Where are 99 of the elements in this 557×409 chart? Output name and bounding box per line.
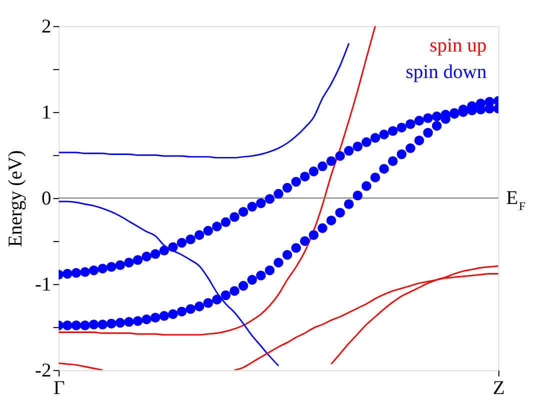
point	[194, 230, 204, 240]
text: spin up	[430, 36, 487, 57]
point	[247, 202, 257, 212]
point	[194, 302, 204, 312]
point	[432, 112, 442, 122]
text: spin down	[406, 62, 487, 83]
point	[406, 143, 416, 154]
point	[396, 122, 407, 132]
point	[352, 190, 363, 200]
point	[124, 317, 134, 327]
point	[150, 249, 160, 259]
point	[220, 217, 231, 228]
y-tick-label: 2	[42, 16, 52, 38]
point	[388, 126, 398, 136]
point	[282, 182, 292, 193]
point	[308, 166, 319, 176]
point	[115, 318, 126, 328]
point	[379, 164, 389, 174]
point	[318, 161, 328, 172]
point	[414, 136, 424, 146]
point	[300, 236, 310, 246]
point	[186, 234, 196, 244]
x-tick-label: Z	[492, 378, 505, 400]
point	[264, 194, 275, 204]
point	[291, 243, 301, 253]
point	[282, 250, 292, 260]
point	[71, 320, 82, 330]
point	[406, 119, 416, 130]
point	[98, 264, 108, 274]
point	[362, 181, 372, 191]
point	[98, 320, 108, 330]
point	[142, 252, 152, 262]
y-tick-label: 0	[42, 188, 52, 210]
point	[484, 96, 494, 107]
point	[423, 128, 433, 138]
point	[238, 280, 248, 291]
point	[300, 172, 310, 182]
point	[308, 230, 319, 240]
point	[432, 120, 442, 131]
point	[132, 255, 143, 265]
point	[159, 311, 170, 321]
point	[335, 208, 345, 218]
point	[256, 198, 266, 208]
point	[230, 212, 240, 222]
point	[203, 298, 214, 308]
line-series	[58, 200, 280, 367]
point	[326, 156, 336, 166]
point	[115, 260, 126, 270]
line-series	[58, 362, 104, 370]
point	[88, 320, 99, 330]
point	[264, 265, 275, 276]
point	[344, 146, 354, 156]
point	[203, 226, 214, 236]
line-series	[58, 42, 350, 158]
y-tick-label: -2	[35, 360, 52, 382]
point	[370, 172, 380, 182]
point	[132, 316, 143, 326]
point	[362, 137, 372, 148]
point	[124, 258, 134, 268]
point	[80, 320, 90, 330]
point	[142, 314, 152, 324]
point	[344, 199, 354, 209]
point	[352, 142, 363, 152]
point	[318, 223, 328, 234]
point	[168, 309, 178, 320]
y-axis-title: Energy (eV)	[5, 150, 26, 247]
point	[71, 268, 82, 278]
point	[370, 133, 380, 143]
point	[396, 149, 407, 160]
x-tick-label: Γ	[53, 378, 65, 400]
y-tick-label: 1	[42, 102, 52, 124]
point	[220, 290, 231, 300]
point	[388, 156, 398, 166]
point	[62, 268, 72, 279]
point	[150, 312, 160, 322]
point	[176, 306, 187, 316]
point	[335, 151, 345, 161]
point	[159, 246, 170, 256]
y-tick-label: -1	[35, 274, 52, 296]
point	[423, 113, 433, 123]
point	[414, 116, 424, 126]
point	[176, 238, 187, 248]
point	[88, 265, 99, 276]
point	[62, 320, 72, 330]
point	[186, 304, 196, 314]
point	[291, 176, 301, 187]
point	[256, 270, 266, 280]
point	[326, 216, 336, 226]
line-series	[58, 26, 376, 336]
point	[212, 222, 222, 232]
point	[80, 267, 90, 277]
point	[238, 206, 248, 217]
point	[247, 274, 257, 285]
point	[274, 258, 284, 268]
point	[106, 262, 116, 272]
point	[230, 286, 240, 296]
point	[379, 130, 389, 140]
point	[274, 188, 284, 199]
point	[106, 318, 116, 329]
